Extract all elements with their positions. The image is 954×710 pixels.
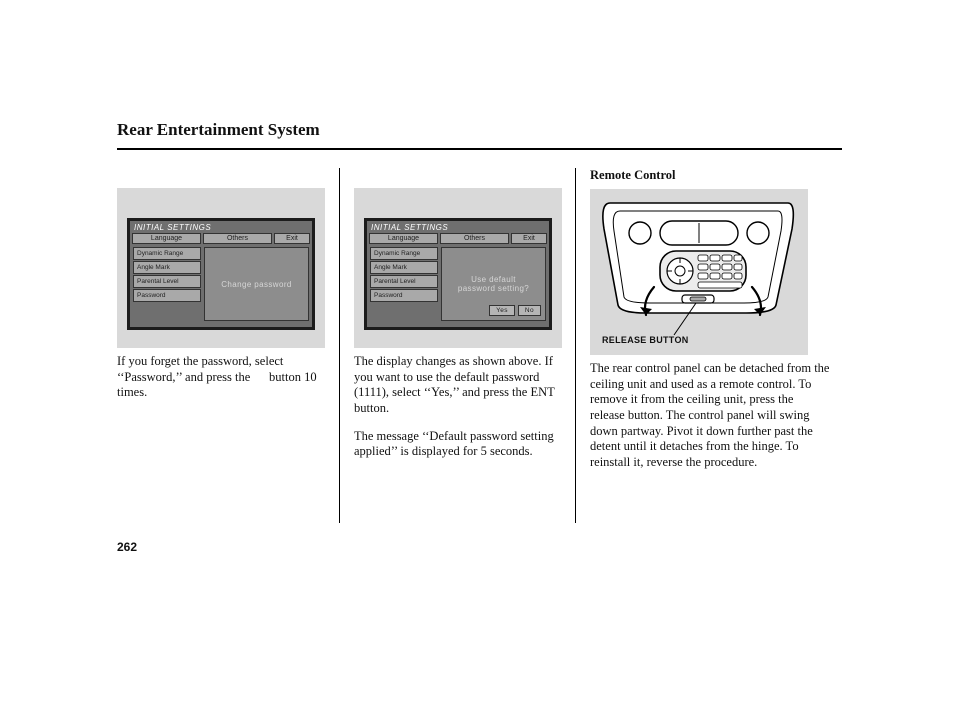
- tab-others: Others: [440, 233, 509, 244]
- panel-area: Dynamic Range Angle Mark Parental Level …: [367, 244, 549, 324]
- menu-item: Dynamic Range: [133, 247, 201, 260]
- tab-language: Language: [132, 233, 201, 244]
- screen-title: INITIAL SETTINGS: [130, 221, 312, 233]
- column-2: INITIAL SETTINGS Language Others Exit Dy…: [339, 168, 575, 523]
- no-button: No: [518, 305, 541, 316]
- yes-no-row: Yes No: [489, 305, 541, 316]
- col2-para2: The message ‘‘Default password setting a…: [354, 429, 561, 460]
- menu-item: Parental Level: [133, 275, 201, 288]
- column-3: Remote Control: [575, 168, 830, 523]
- manual-page: Rear Entertainment System INITIAL SETTIN…: [0, 0, 954, 710]
- panel-area: Dynamic Range Angle Mark Parental Level …: [130, 244, 312, 324]
- figure-3: RELEASE BUTTON: [590, 189, 808, 355]
- content-columns: INITIAL SETTINGS Language Others Exit Dy…: [117, 168, 842, 523]
- yes-button: Yes: [489, 305, 515, 316]
- figure-2: INITIAL SETTINGS Language Others Exit Dy…: [354, 188, 562, 348]
- right-pane: Use default password setting? Yes No: [441, 247, 546, 321]
- pane-text-line1: Use default: [471, 275, 516, 284]
- pane-text: Change password: [221, 280, 291, 289]
- menu-list: Dynamic Range Angle Mark Parental Level …: [133, 247, 201, 321]
- tab-row: Language Others Exit: [130, 233, 312, 244]
- page-number: 262: [117, 540, 137, 554]
- screen-mock-2: INITIAL SETTINGS Language Others Exit Dy…: [364, 218, 552, 330]
- screen-title: INITIAL SETTINGS: [367, 221, 549, 233]
- title-rule: [117, 148, 842, 150]
- menu-item: Angle Mark: [370, 261, 438, 274]
- col3-text: The rear control panel can be detached f…: [590, 361, 830, 470]
- menu-item: Angle Mark: [133, 261, 201, 274]
- col2-para1: The display changes as shown above. If y…: [354, 354, 561, 417]
- ceiling-unit-diagram: [590, 189, 808, 355]
- tab-language: Language: [369, 233, 438, 244]
- tab-exit: Exit: [274, 233, 310, 244]
- menu-item: Password: [133, 289, 201, 302]
- pane-text-line2: password setting?: [458, 284, 529, 293]
- menu-item: Dynamic Range: [370, 247, 438, 260]
- col1-text: If you forget the password, select ‘‘Pas…: [117, 354, 325, 401]
- page-title: Rear Entertainment System: [117, 120, 854, 140]
- screen-mock-1: INITIAL SETTINGS Language Others Exit Dy…: [127, 218, 315, 330]
- tab-row: Language Others Exit: [367, 233, 549, 244]
- remote-control-subhead: Remote Control: [590, 168, 830, 183]
- tab-others: Others: [203, 233, 272, 244]
- right-pane: Change password: [204, 247, 309, 321]
- column-1: INITIAL SETTINGS Language Others Exit Dy…: [117, 168, 339, 523]
- release-button-label: RELEASE BUTTON: [602, 335, 689, 345]
- figure-1: INITIAL SETTINGS Language Others Exit Dy…: [117, 188, 325, 348]
- menu-item: Password: [370, 289, 438, 302]
- menu-list: Dynamic Range Angle Mark Parental Level …: [370, 247, 438, 321]
- tab-exit: Exit: [511, 233, 547, 244]
- menu-item: Parental Level: [370, 275, 438, 288]
